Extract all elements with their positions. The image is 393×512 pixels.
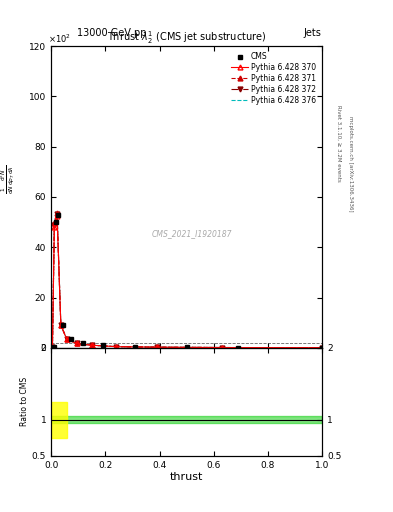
Pythia 6.428 372 — [320, 345, 325, 351]
CMS — [81, 340, 85, 347]
Line: Pythia 6.428 376: Pythia 6.428 376 — [52, 212, 322, 348]
Pythia 6.428 371 — [52, 220, 57, 226]
Bar — [51, 416, 322, 423]
Pythia 6.428 371 — [320, 345, 325, 351]
Pythia 6.428 376 — [154, 344, 159, 350]
CMS — [53, 219, 58, 225]
Pythia 6.428 376 — [114, 344, 119, 350]
Pythia 6.428 372 — [59, 322, 63, 328]
Title: Thrust $\lambda_{2}^{1}$ (CMS jet substructure): Thrust $\lambda_{2}^{1}$ (CMS jet substr… — [107, 29, 266, 46]
Pythia 6.428 370 — [52, 224, 57, 230]
Line: Pythia 6.428 370: Pythia 6.428 370 — [50, 214, 325, 350]
CMS — [101, 342, 105, 348]
Pythia 6.428 371 — [114, 344, 119, 350]
Pythia 6.428 376 — [59, 322, 63, 328]
CMS — [320, 345, 325, 351]
Pythia 6.428 371 — [74, 340, 79, 347]
Text: Rivet 3.1.10, ≥ 3.2M events: Rivet 3.1.10, ≥ 3.2M events — [336, 105, 341, 182]
Pythia 6.428 370 — [114, 344, 119, 350]
Pythia 6.428 371 — [220, 345, 224, 351]
CMS — [61, 322, 66, 328]
Text: Jets: Jets — [304, 28, 321, 38]
Pythia 6.428 372 — [55, 211, 59, 217]
Pythia 6.428 370 — [74, 340, 79, 347]
Pythia 6.428 372 — [64, 336, 69, 343]
Pythia 6.428 370 — [90, 342, 94, 348]
Line: Pythia 6.428 372: Pythia 6.428 372 — [50, 211, 325, 350]
Pythia 6.428 372 — [90, 342, 94, 348]
Pythia 6.428 372 — [50, 344, 55, 350]
CMS — [132, 344, 137, 350]
Pythia 6.428 372 — [154, 344, 159, 350]
Pythia 6.428 376 — [50, 344, 55, 350]
Line: CMS: CMS — [51, 212, 325, 350]
CMS — [51, 344, 56, 350]
Line: Pythia 6.428 371: Pythia 6.428 371 — [50, 210, 325, 350]
Text: $\frac{1}{\mathrm{d}N}\frac{\mathrm{d}^2 N}{\mathrm{d}p_T\,\mathrm{d}\lambda}$: $\frac{1}{\mathrm{d}N}\frac{\mathrm{d}^2… — [0, 164, 17, 194]
Pythia 6.428 371 — [59, 322, 63, 328]
Pythia 6.428 370 — [64, 336, 69, 343]
Pythia 6.428 376 — [90, 342, 94, 348]
Pythia 6.428 371 — [55, 209, 59, 216]
Text: $\times 10^{2}$: $\times 10^{2}$ — [48, 32, 71, 45]
CMS — [68, 336, 73, 342]
Pythia 6.428 376 — [74, 340, 79, 347]
Pythia 6.428 372 — [114, 344, 119, 350]
Pythia 6.428 371 — [64, 336, 69, 343]
CMS — [236, 345, 241, 351]
Text: 13000 GeV pp: 13000 GeV pp — [77, 28, 146, 38]
Legend: CMS, Pythia 6.428 370, Pythia 6.428 371, Pythia 6.428 372, Pythia 6.428 376: CMS, Pythia 6.428 370, Pythia 6.428 371,… — [229, 50, 318, 107]
Pythia 6.428 372 — [52, 222, 57, 228]
Pythia 6.428 370 — [50, 344, 55, 350]
Pythia 6.428 376 — [52, 219, 57, 225]
Pythia 6.428 370 — [220, 345, 224, 351]
Pythia 6.428 371 — [90, 342, 94, 348]
CMS — [56, 211, 61, 218]
X-axis label: thrust: thrust — [170, 472, 203, 482]
Pythia 6.428 371 — [50, 344, 55, 350]
Pythia 6.428 370 — [59, 322, 63, 328]
Pythia 6.428 372 — [74, 340, 79, 347]
Y-axis label: Ratio to CMS: Ratio to CMS — [20, 377, 29, 426]
Pythia 6.428 376 — [64, 336, 69, 342]
Pythia 6.428 376 — [220, 345, 224, 351]
Pythia 6.428 370 — [154, 344, 159, 350]
Bar — [51, 402, 67, 438]
Pythia 6.428 376 — [320, 345, 325, 351]
Text: mcplots.cern.ch [arXiv:1306.3436]: mcplots.cern.ch [arXiv:1306.3436] — [348, 116, 353, 211]
Text: CMS_2021_I1920187: CMS_2021_I1920187 — [152, 229, 232, 238]
Pythia 6.428 372 — [220, 345, 224, 351]
Pythia 6.428 376 — [55, 209, 59, 215]
Pythia 6.428 370 — [320, 345, 325, 351]
Pythia 6.428 371 — [154, 344, 159, 350]
CMS — [184, 344, 189, 350]
Pythia 6.428 370 — [55, 213, 59, 219]
